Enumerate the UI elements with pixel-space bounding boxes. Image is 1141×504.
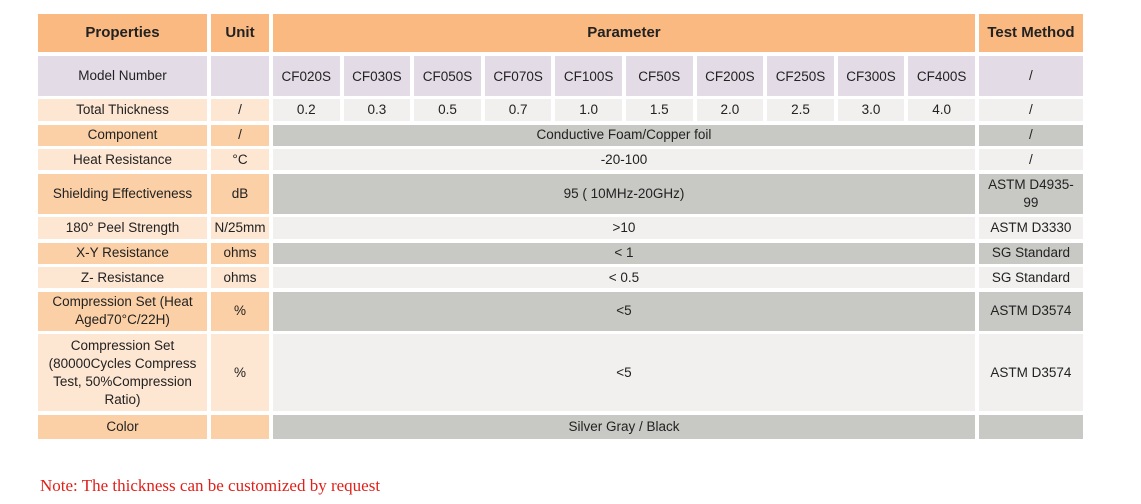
model-number-test: / [978, 55, 1083, 96]
test-method-cell: / [978, 124, 1083, 146]
model-cell: CF200S [696, 55, 764, 96]
property-label: Component [38, 124, 207, 146]
model-cell: CF100S [555, 55, 622, 96]
thickness-cell: 0.7 [484, 99, 552, 121]
test-method-cell: SG Standard [978, 267, 1083, 288]
unit-cell: N/25mm [211, 217, 269, 239]
test-method-cell: ASTM D3330 [978, 217, 1083, 239]
parameter-value: Conductive Foam/Copper foil [273, 124, 975, 146]
property-label: Shielding Effectiveness [38, 173, 207, 214]
model-number-unit [211, 55, 269, 96]
model-cell: CF50S [625, 55, 693, 96]
thickness-label: Total Thickness [38, 99, 207, 121]
unit-cell: °C [211, 149, 269, 170]
unit-cell [211, 414, 269, 439]
property-label: Color [38, 414, 207, 439]
parameter-value: -20-100 [273, 149, 975, 170]
parameter-value: <5 [273, 291, 975, 331]
thickness-cell: 0.3 [343, 99, 411, 121]
parameter-value: >10 [273, 217, 975, 239]
parameter-value: < 1 [273, 242, 975, 264]
property-label: Heat Resistance [38, 149, 207, 170]
model-number-label: Model Number [38, 55, 207, 96]
test-method-cell: SG Standard [978, 242, 1083, 264]
unit-cell: / [211, 124, 269, 146]
unit-cell: dB [211, 173, 269, 214]
test-method-cell: / [978, 149, 1083, 170]
property-label: Compression Set (80000Cycles Compress Te… [38, 334, 207, 411]
unit-cell: ohms [211, 267, 269, 288]
unit-cell: % [211, 334, 269, 411]
property-label: 180° Peel Strength [38, 217, 207, 239]
unit-cell: % [211, 291, 269, 331]
parameter-value: 95 ( 10MHz-20GHz) [273, 173, 975, 214]
thickness-test: / [978, 99, 1083, 121]
thickness-cell: 2.0 [696, 99, 764, 121]
parameter-value: <5 [273, 334, 975, 411]
thickness-cell: 0.5 [414, 99, 481, 121]
model-cell: CF070S [484, 55, 552, 96]
header-properties: Properties [38, 14, 207, 52]
test-method-cell: ASTM D4935-99 [978, 173, 1083, 214]
spec-table: Properties Unit Parameter Test Method Mo… [38, 14, 1083, 439]
thickness-cell: 1.0 [555, 99, 622, 121]
model-cell: CF030S [343, 55, 411, 96]
property-label: Z- Resistance [38, 267, 207, 288]
header-test-method: Test Method [978, 14, 1083, 52]
thickness-unit: / [211, 99, 269, 121]
thickness-cell: 2.5 [767, 99, 834, 121]
model-cell: CF300S [837, 55, 905, 96]
unit-cell: ohms [211, 242, 269, 264]
thickness-cell: 1.5 [625, 99, 693, 121]
header-unit: Unit [211, 14, 269, 52]
parameter-value: < 0.5 [273, 267, 975, 288]
model-cell: CF400S [908, 55, 975, 96]
parameter-value: Silver Gray / Black [273, 414, 975, 439]
thickness-cell: 4.0 [908, 99, 975, 121]
model-cell: CF020S [273, 55, 340, 96]
test-method-cell: ASTM D3574 [978, 291, 1083, 331]
thickness-cell: 3.0 [837, 99, 905, 121]
property-label: X-Y Resistance [38, 242, 207, 264]
test-method-cell [978, 414, 1083, 439]
thickness-note: Note: The thickness can be customized by… [40, 476, 381, 495]
property-label: Compression Set (Heat Aged70°C/22H) [38, 291, 207, 331]
header-parameter: Parameter [273, 14, 975, 52]
model-cell: CF250S [767, 55, 834, 96]
model-cell: CF050S [414, 55, 481, 96]
test-method-cell: ASTM D3574 [978, 334, 1083, 411]
thickness-cell: 0.2 [273, 99, 340, 121]
